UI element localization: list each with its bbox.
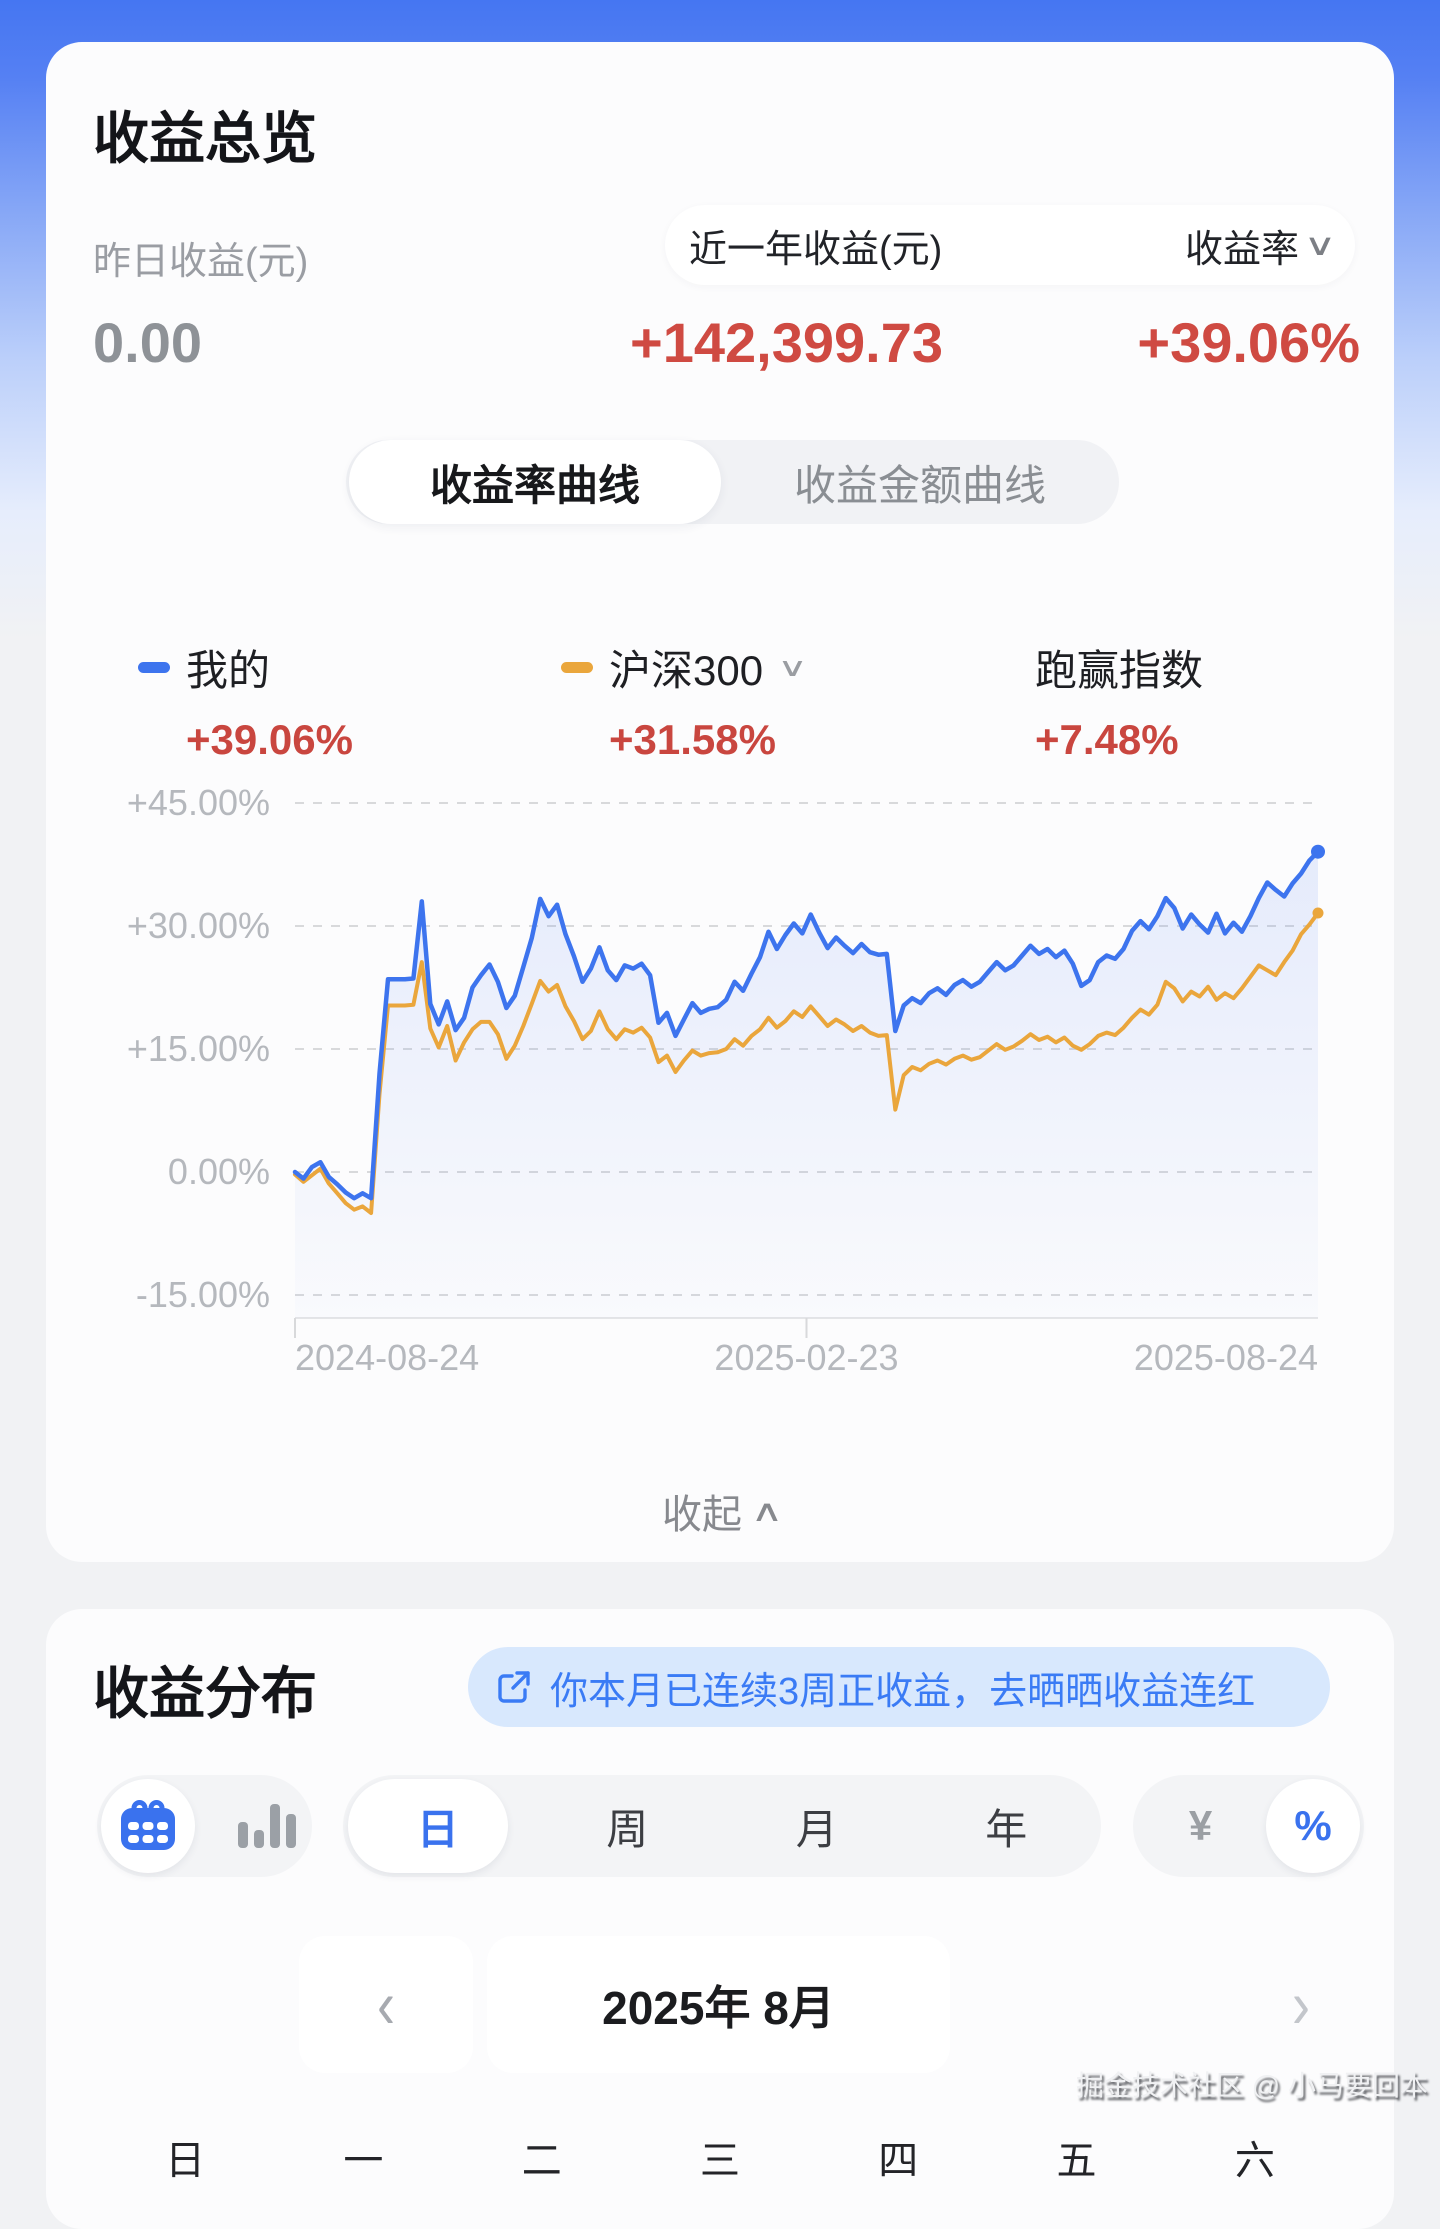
period-profit-value: +142,399.73 [630, 311, 943, 374]
yesterday-profit-label: 昨日收益(元) [93, 241, 309, 283]
bar-chart-icon [237, 1822, 248, 1848]
svg-text:2025-08-24: 2025-08-24 [1134, 1337, 1318, 1378]
returns-line-chart: +45.00% +30.00% +15.00% 0.00% -15.00% 2024-08… [90, 780, 1370, 1380]
chevron-up-icon: ∧ [750, 1494, 784, 1528]
weekday-header-row: 日 一 二 三 四 五 六 [96, 2128, 1344, 2186]
percent-label: % [1294, 1802, 1332, 1849]
unit-toggle: ¥ % [1133, 1775, 1364, 1877]
svg-text:2024-08-24: 2024-08-24 [295, 1337, 479, 1378]
calendar-view-button[interactable] [101, 1779, 195, 1873]
yesterday-profit-value: 0.00 [93, 311, 202, 374]
mine-series-dash-icon [138, 662, 170, 673]
legend-item-mine: 我的 +39.06% [138, 637, 353, 764]
share-icon [498, 1671, 530, 1703]
svg-text:-15.00%: -15.00% [136, 1274, 270, 1315]
tab-rate-curve[interactable]: 收益率曲线 [349, 440, 721, 524]
metric-rate-value: +39.06% [1137, 311, 1360, 374]
legend-outperform-name: 跑赢指数 [1035, 647, 1204, 694]
svg-text:0.00%: 0.00% [168, 1151, 270, 1192]
metric-label: 收益率 [1185, 228, 1300, 271]
period-tab-month[interactable]: 月 [795, 1805, 838, 1853]
weekday-thu: 四 [878, 2139, 919, 2183]
next-month-button[interactable]: › [1261, 1936, 1341, 2073]
view-mode-toggle [97, 1775, 312, 1877]
collapse-button[interactable]: 收起 ∧ [46, 1482, 1394, 1540]
collapse-label: 收起 [662, 1493, 743, 1537]
svg-text:+30.00%: +30.00% [127, 905, 270, 946]
chevron-right-icon: › [1292, 1967, 1310, 2042]
metric-dropdown[interactable]: 收益率 ∨ [1185, 218, 1336, 273]
period-metric-selector[interactable]: 近一年收益(元) 收益率 ∨ [665, 205, 1355, 285]
weekday-tue: 二 [521, 2139, 562, 2183]
legend-index-value: +31.58% [609, 716, 776, 763]
period-tabs: 日 周 月 年 [343, 1775, 1101, 1877]
streak-notice-banner[interactable]: 你本月已连续3周正收益，去晒晒收益连红 [468, 1647, 1330, 1727]
chevron-left-icon: ‹ [377, 1967, 395, 2042]
svg-text:+15.00%: +15.00% [127, 1028, 270, 1069]
watermark: 掘金技术社区 @ 小马要回本 [1076, 2070, 1428, 2101]
chevron-down-icon: ∨ [777, 652, 808, 682]
streak-notice-text: 你本月已连续3周正收益，去晒晒收益连红 [550, 1670, 1256, 1713]
legend-mine-value: +39.06% [186, 716, 353, 763]
weekday-fri: 五 [1056, 2139, 1097, 2183]
weekday-sat: 六 [1234, 2139, 1275, 2183]
distribution-title: 收益分布 [93, 1662, 317, 1725]
unit-currency-button[interactable]: ¥ [1188, 1802, 1213, 1849]
month-label: 2025年 8月 [602, 1981, 835, 2034]
chevron-down-icon: ∨ [1303, 228, 1337, 262]
period-tab-year[interactable]: 年 [985, 1805, 1028, 1853]
curve-tab-toggle: 收益率曲线 收益金额曲线 [346, 440, 1119, 524]
legend-index-name: 沪深300 [609, 647, 764, 694]
legend-outperform-value: +7.48% [1035, 716, 1179, 763]
unit-percent-button[interactable]: % [1266, 1779, 1360, 1873]
period-tab-selected-bg [348, 1779, 508, 1873]
profit-overview-card: 收益总览 昨日收益(元) 0.00 近一年收益(元) 收益率 ∨ +142,39… [46, 42, 1394, 1562]
tab-amount-curve[interactable]: 收益金额曲线 [793, 461, 1046, 509]
chart-canvas: +45.00% +30.00% +15.00% 0.00% -15.00% 2024-08… [127, 782, 1325, 1378]
legend-item-outperform: 跑赢指数 +7.48% [1035, 637, 1203, 764]
calendar-icon [121, 1800, 175, 1850]
weekday-wed: 三 [699, 2139, 740, 2183]
legend-mine-name: 我的 [186, 647, 271, 694]
month-selector[interactable]: 2025年 8月 [487, 1936, 950, 2073]
profit-distribution-card: 收益分布 你本月已连续3周正收益，去晒晒收益连红 [46, 1609, 1394, 2229]
svg-text:2025-02-23: 2025-02-23 [714, 1337, 898, 1378]
weekday-sun: 日 [165, 2139, 206, 2183]
period-tab-day[interactable]: 日 [416, 1805, 459, 1853]
weekday-mon: 一 [343, 2139, 384, 2183]
bar-chart-view-button[interactable] [221, 1775, 312, 1877]
svg-text:+45.00%: +45.00% [127, 782, 270, 823]
prev-month-button[interactable]: ‹ [299, 1936, 473, 2073]
overview-title: 收益总览 [93, 107, 317, 170]
period-label: 近一年收益(元) [689, 228, 943, 271]
legend-item-index[interactable]: 沪深300 ∨ +31.58% [561, 637, 808, 764]
index-series-dash-icon [561, 662, 593, 673]
period-tab-week[interactable]: 周 [606, 1805, 649, 1853]
